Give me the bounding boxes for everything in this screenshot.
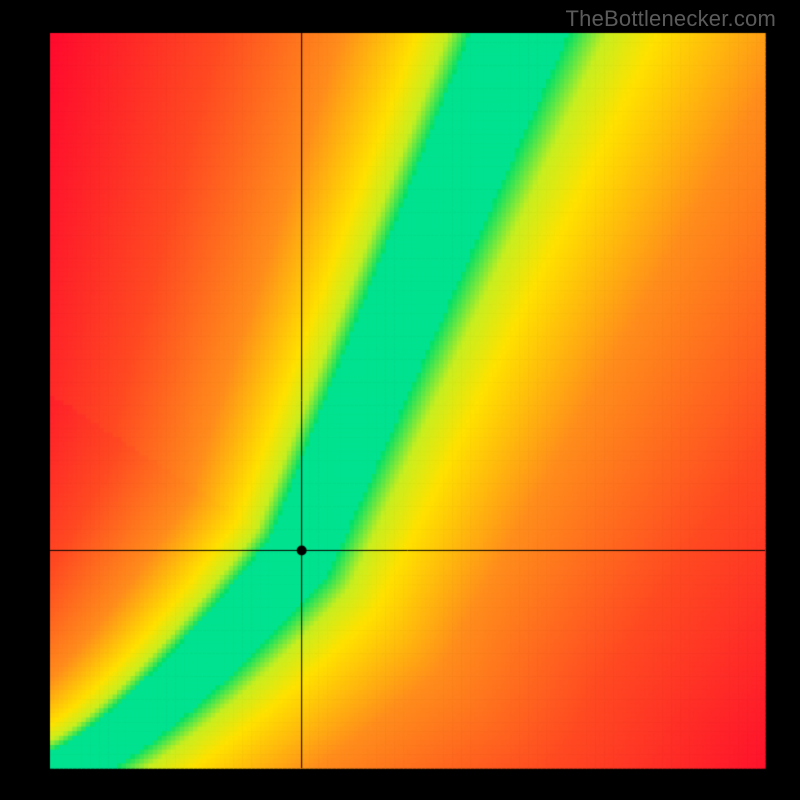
bottleneck-heatmap (0, 0, 800, 800)
watermark-text: TheBottlenecker.com (566, 6, 776, 32)
chart-container: TheBottlenecker.com (0, 0, 800, 800)
